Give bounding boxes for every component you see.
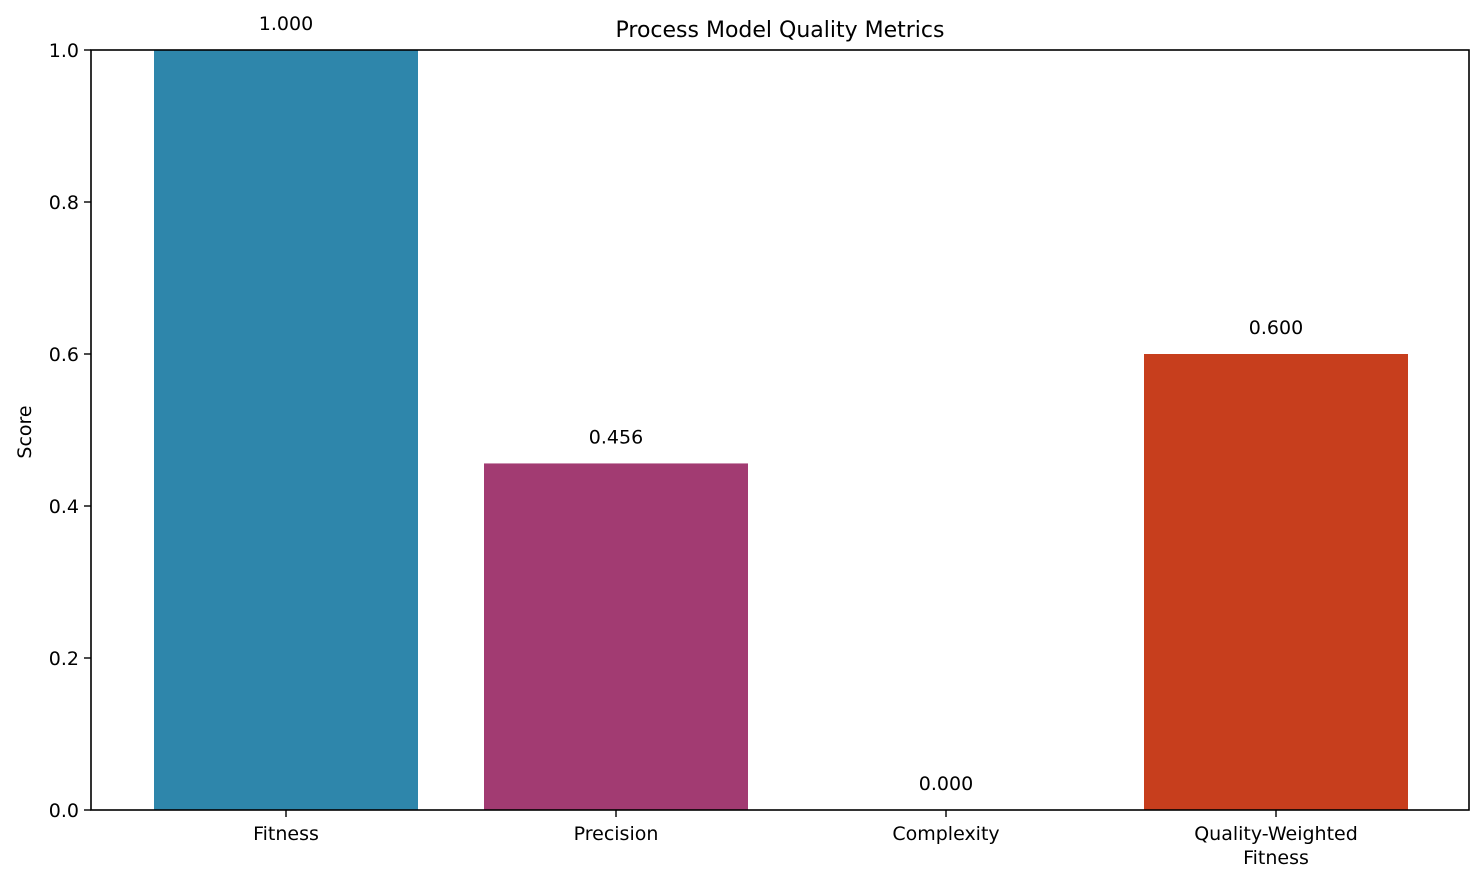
y-axis: 0.0 0.2 0.4 0.6 0.8 1.0 xyxy=(49,40,91,822)
bar xyxy=(1144,354,1408,810)
x-tick-label: Fitness xyxy=(1243,847,1309,869)
y-tick-label: 1.0 xyxy=(49,40,79,62)
plot-frame xyxy=(90,49,1470,811)
y-tick-label: 0.4 xyxy=(49,496,79,518)
bar-value-label: 0.000 xyxy=(919,773,973,795)
bar-value-label: 0.600 xyxy=(1249,317,1303,339)
y-axis-label: Score xyxy=(14,405,36,458)
x-tick-label: Complexity xyxy=(892,823,999,845)
x-axis: Fitness Precision Complexity Quality-Weight… xyxy=(253,810,1358,869)
bars xyxy=(154,50,1408,810)
chart-title: Process Model Quality Metrics xyxy=(616,18,945,43)
x-tick-label: Quality-Weighted xyxy=(1194,823,1358,845)
x-tick-label: Precision xyxy=(574,823,659,845)
y-tick-label: 0.6 xyxy=(49,344,79,366)
bar xyxy=(484,463,748,810)
x-tick-label: Fitness xyxy=(253,823,319,845)
bar xyxy=(154,50,418,810)
y-tick-label: 0.0 xyxy=(49,800,79,822)
y-tick-label: 0.2 xyxy=(49,648,79,670)
bar-value-label: 0.456 xyxy=(589,426,643,448)
bar-value-label: 1.000 xyxy=(259,13,313,35)
data-labels: 1.000 0.456 0.000 0.600 xyxy=(259,13,1303,795)
y-tick-label: 0.8 xyxy=(49,192,79,214)
